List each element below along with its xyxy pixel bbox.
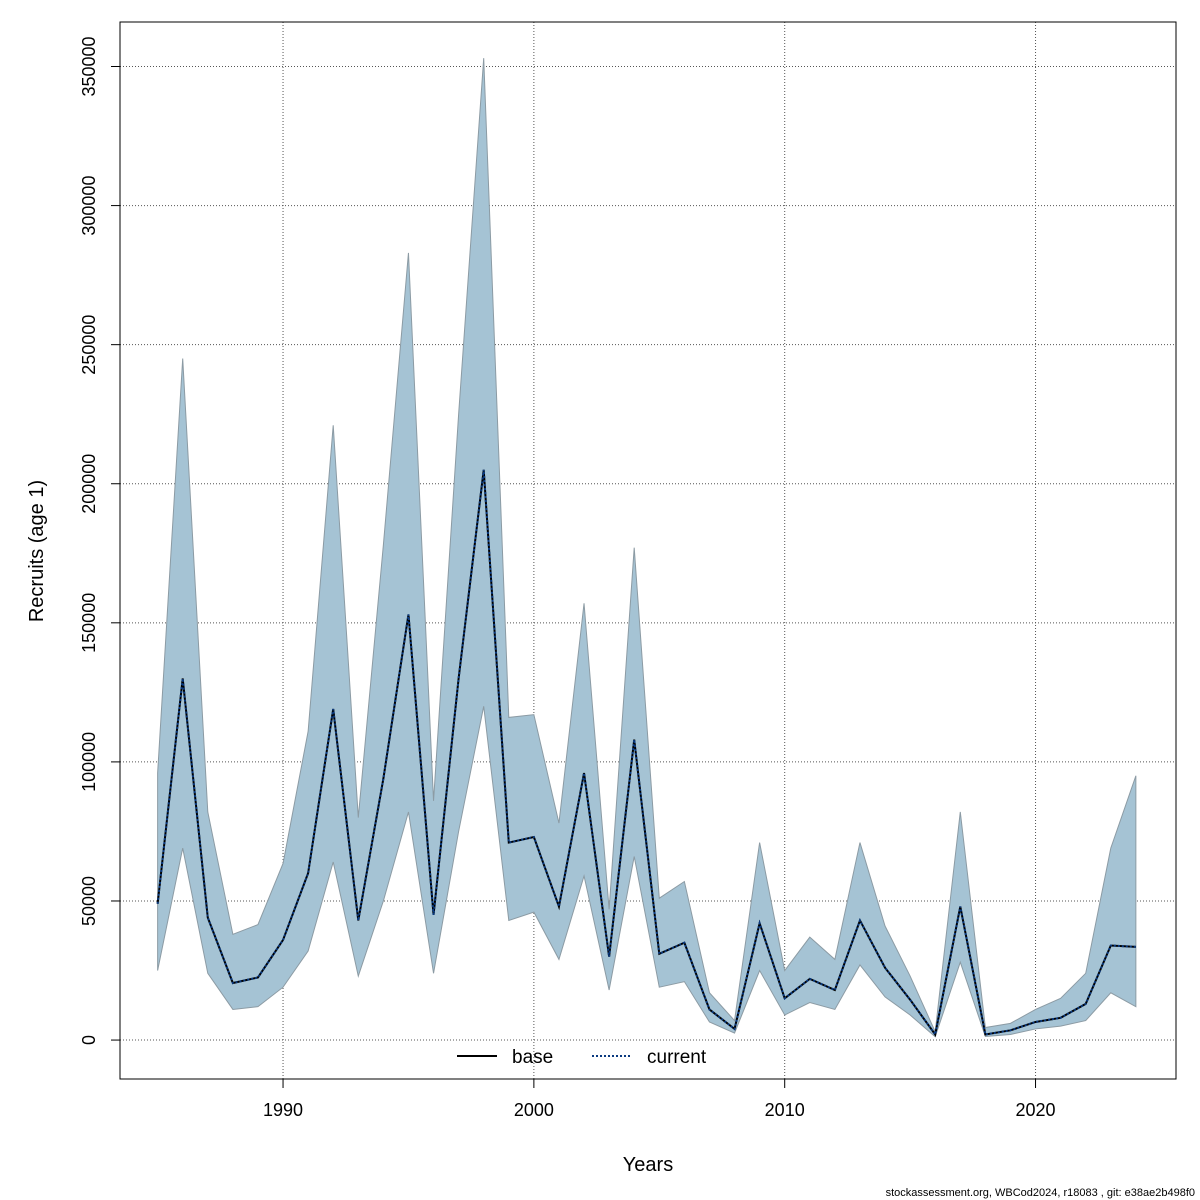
legend-label-current: current [647,1047,707,1068]
y-tick-label: 150000 [79,593,99,653]
x-axis-title: Years [623,1154,673,1176]
y-tick-label: 100000 [79,732,99,792]
legend: base current [457,1047,707,1068]
y-axis-title: Recruits (age 1) [26,480,48,622]
footer-credit: stockassessment.org, WBCod2024, r18083 ,… [886,1187,1195,1199]
series-line-base [156,469,1136,1037]
y-tick-label: 200000 [79,454,99,514]
y-tick-label: 350000 [79,36,99,96]
confidence-band [157,58,1137,1038]
y-tick-label: 250000 [79,315,99,375]
series-lines [156,469,1136,1037]
x-tick-label: 2010 [765,1100,805,1120]
confidence-band-area [157,58,1137,1038]
x-tick-label: 2020 [1016,1100,1056,1120]
y-tick-label: 50000 [79,876,99,926]
x-tick-label: 1990 [263,1100,303,1120]
x-axis: 1990 2000 2010 2020 [263,1078,1056,1120]
legend-label-base: base [512,1047,553,1068]
y-tick-label: 300000 [79,176,99,236]
y-tick-label: 0 [79,1035,99,1045]
y-axis: 0 50000 100000 150000 200000 250000 300000 3500… [79,36,121,1045]
x-tick-label: 2000 [514,1100,554,1120]
